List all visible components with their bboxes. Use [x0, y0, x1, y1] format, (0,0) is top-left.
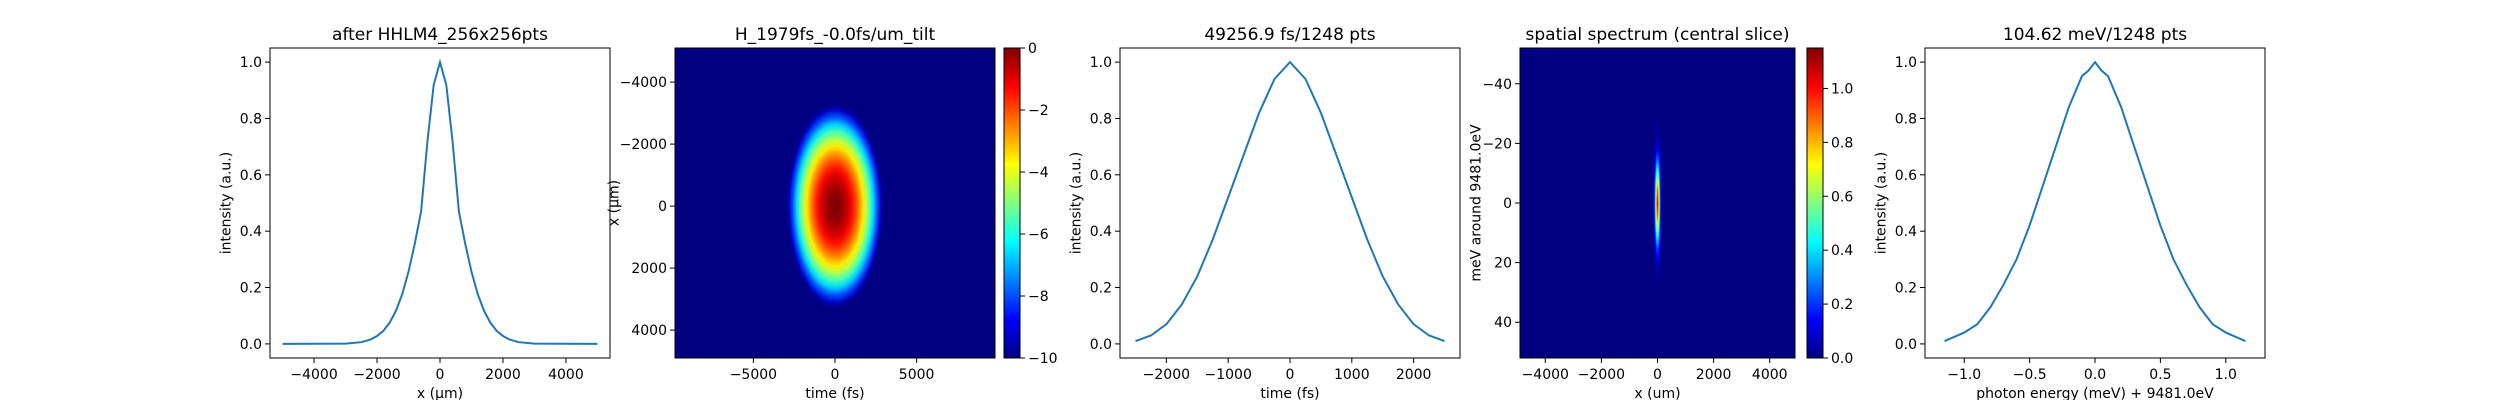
colorbar: [1806, 47, 1824, 359]
y-tick-label: 40: [1494, 315, 1512, 331]
colorbar-tick-label: −10: [1028, 351, 1058, 367]
chart-title: 49256.9 fs/1248 pts: [1204, 25, 1375, 45]
axes-frame: [1119, 47, 1461, 359]
colorbar-tick-label: 0.2: [1831, 297, 1853, 313]
y-tick-label: 0: [1503, 196, 1512, 212]
x-tick-label: −0.5: [2013, 367, 2047, 383]
heatmap-blob: [1652, 117, 1663, 289]
y-tick-label: 0.8: [240, 111, 262, 127]
chart-title: after HHLM4_256x256pts: [332, 25, 548, 45]
y-tick-label: 0.6: [240, 168, 262, 184]
y-axis-label: intensity (a.u.): [1874, 152, 1890, 254]
panel-3: −2000 −1000 0 1000 2000 0.0 0.2 0.4 0.6 0.8 1.0 492…: [1069, 25, 1461, 400]
x-tick-label: 2000: [1696, 367, 1732, 383]
y-axis-label: meV around 9481.0eV: [1469, 124, 1485, 282]
x-axis-label: x (μm): [417, 386, 463, 400]
x-tick-label: 0: [1286, 367, 1295, 383]
panel-1: −4000 −2000 0 2000 4000 0.0 0.2 0.4 0.6 0.8 1.0 aft…: [219, 25, 611, 400]
y-tick-label: 0.6: [1090, 168, 1112, 184]
y-tick-label: 0.8: [1895, 111, 1917, 127]
x-tick-label: −4000: [290, 367, 337, 383]
y-tick-label: 0.0: [1090, 337, 1112, 353]
y-tick-label: 0.4: [1090, 224, 1112, 240]
y-tick-label: 20: [1494, 256, 1512, 272]
x-tick-label: −1000: [1205, 367, 1252, 383]
x-tick-label: 0: [831, 367, 840, 383]
series-line: [1135, 60, 1445, 343]
x-tick-label: 0.0: [2084, 367, 2106, 383]
y-tick-label: −4000: [620, 75, 667, 91]
x-tick-label: 4000: [1752, 367, 1788, 383]
x-tick-label: −2000: [1143, 367, 1190, 383]
y-tick-label: −2000: [620, 137, 667, 153]
y-tick-label: 0: [658, 199, 667, 215]
x-tick-label: 2000: [485, 367, 521, 383]
chart-title: spatial spectrum (central slice): [1526, 25, 1790, 45]
x-tick-label: 2000: [1396, 367, 1432, 383]
x-tick-label: 0.5: [2149, 367, 2171, 383]
x-tick-label: −2000: [1578, 367, 1625, 383]
y-axis-label: intensity (a.u.): [1069, 152, 1085, 254]
x-tick-label: 0: [1653, 367, 1662, 383]
x-tick-label: −1.0: [1947, 367, 1981, 383]
chart-title: 104.62 meV/1248 pts: [2003, 25, 2187, 45]
colorbar-tick-label: −8: [1028, 289, 1049, 305]
y-tick-label: 0.0: [240, 337, 262, 353]
colorbar-tick-label: −2: [1028, 103, 1049, 119]
panel-4: 1.0 0.8 0.6 0.4 0.2 0.0 −4000 −2000 0 2000 4000 40 2…: [1469, 25, 1854, 400]
chart-title: H_1979fs_-0.0fs/um_tilt: [735, 25, 936, 45]
colorbar-tick-label: 0.0: [1831, 351, 1853, 367]
x-tick-label: 1000: [1334, 367, 1370, 383]
y-tick-label: −40: [1482, 77, 1512, 93]
y-tick-label: 4000: [631, 323, 667, 339]
panel-2: 0 −2 −4 −6 −8 −10 −5000 0 5000 −4000 −2000 0 2000 400…: [607, 25, 1058, 400]
colorbar-tick-label: −4: [1028, 165, 1049, 181]
series-line: [282, 58, 598, 345]
colorbar-tick-label: 0: [1028, 41, 1037, 57]
y-tick-label: 2000: [631, 261, 667, 277]
y-tick-label: 0.2: [1895, 281, 1917, 297]
x-axis-label: time (fs): [805, 386, 864, 400]
x-tick-label: −2000: [353, 367, 400, 383]
y-axis-label: intensity (a.u.): [219, 152, 235, 254]
x-tick-label: 1.0: [2215, 367, 2237, 383]
y-tick-label: 0.2: [240, 281, 262, 297]
colorbar-tick-label: 0.6: [1831, 189, 1853, 205]
y-axis-label: x (μm): [607, 180, 623, 226]
y-tick-label: 0.0: [1895, 337, 1917, 353]
axes-frame: [269, 47, 611, 359]
panel-5: −1.0 −0.5 0.0 0.5 1.0 0.0 0.2 0.4 0.6 0.8 1.0 104.6…: [1874, 25, 2266, 400]
x-tick-label: −4000: [1522, 367, 1569, 383]
colorbar-tick-label: 0.8: [1831, 135, 1853, 151]
y-tick-label: 0.4: [240, 224, 262, 240]
colorbar: [1003, 47, 1021, 359]
colorbar-tick-label: 0.4: [1831, 243, 1853, 259]
y-tick-label: −20: [1482, 136, 1512, 152]
heatmap-blob: [764, 57, 906, 355]
y-tick-label: 0.2: [1090, 281, 1112, 297]
x-axis-label: x (um): [1634, 386, 1680, 400]
x-tick-label: −5000: [730, 367, 777, 383]
x-tick-label: 5000: [899, 367, 935, 383]
axes-frame: [1924, 47, 2266, 359]
y-tick-label: 1.0: [1895, 55, 1917, 71]
y-tick-label: 1.0: [240, 55, 262, 71]
colorbar-tick-label: 1.0: [1831, 81, 1853, 97]
x-tick-label: 4000: [548, 367, 584, 383]
x-axis-label: photon energy (meV) + 9481.0eV: [1976, 386, 2214, 400]
y-tick-label: 1.0: [1090, 55, 1112, 71]
y-tick-label: 0.4: [1895, 224, 1917, 240]
x-axis-label: time (fs): [1260, 386, 1319, 400]
y-tick-label: 0.6: [1895, 168, 1917, 184]
series-line: [1944, 60, 2246, 343]
x-tick-label: 0: [436, 367, 445, 383]
y-tick-label: 0.8: [1090, 111, 1112, 127]
colorbar-tick-label: −6: [1028, 227, 1049, 243]
